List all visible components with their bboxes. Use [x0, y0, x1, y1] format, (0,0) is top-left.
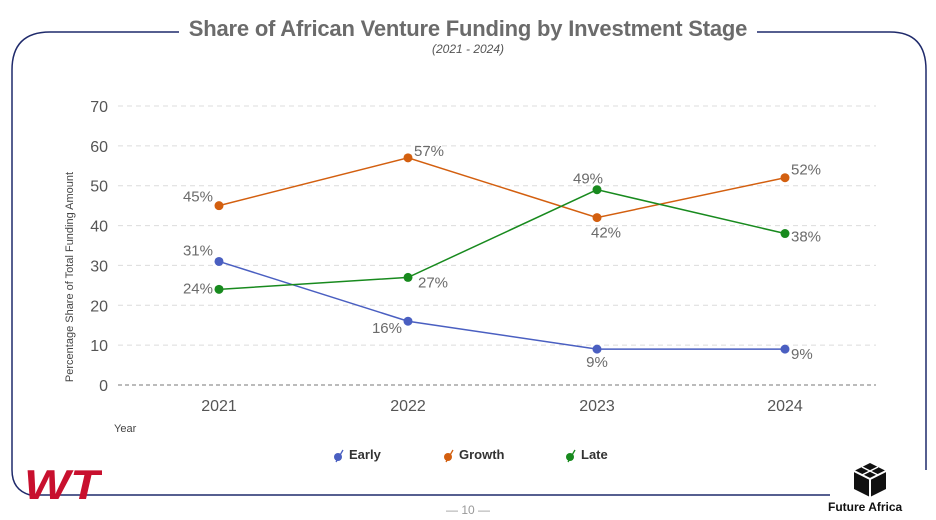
data-point-early-2023: [592, 344, 602, 354]
future-africa-name: Future Africa: [828, 500, 903, 514]
data-label-growth-2023: 42%: [591, 225, 621, 242]
legend-label-early: Early: [349, 447, 381, 462]
data-point-growth-2022: [403, 153, 413, 163]
x-axis-title: Year: [114, 423, 137, 435]
page-number: — 10 —: [445, 503, 490, 517]
data-label-late-2022: 27%: [418, 274, 448, 291]
y-tick-label-60: 60: [90, 139, 108, 156]
legend-swatch-early: [333, 449, 345, 462]
legend-swatch-growth: [443, 449, 455, 462]
frame-border: [11, 31, 830, 496]
future-africa-logo-icon: [853, 463, 887, 497]
legend-item-early[interactable]: Early: [333, 447, 381, 462]
legend-swatch-late: [565, 449, 577, 462]
data-label-early-2022: 16%: [372, 320, 402, 337]
data-point-growth-2023: [592, 213, 602, 223]
data-label-late-2021: 24%: [183, 280, 213, 297]
data-point-early-2022: [403, 316, 413, 326]
data-point-early-2021: [214, 256, 224, 266]
data-label-growth-2022: 57%: [414, 143, 444, 160]
data-label-late-2023: 49%: [573, 171, 603, 188]
series-line-late: [218, 188, 786, 291]
data-point-growth-2021: [214, 201, 224, 211]
series-line-early: [218, 260, 785, 350]
data-label-early-2021: 31%: [183, 242, 213, 259]
data-label-growth-2024: 52%: [791, 162, 821, 179]
data-point-late-2023: [592, 185, 602, 195]
legend-item-late[interactable]: Late: [565, 447, 608, 462]
chart-subtitle: (2021 - 2024): [431, 42, 505, 56]
y-tick-label-0: 0: [99, 378, 108, 395]
series-line-growth: [218, 157, 786, 219]
legend-item-growth[interactable]: Growth: [443, 447, 505, 462]
data-point-late-2022: [403, 272, 413, 282]
y-tick-label-40: 40: [90, 219, 108, 236]
y-tick-label-10: 10: [90, 338, 108, 355]
data-point-growth-2024: [780, 173, 790, 183]
data-label-late-2024: 38%: [791, 229, 821, 246]
data-point-early-2024: [780, 344, 790, 354]
data-point-late-2021: [214, 284, 224, 294]
data-label-growth-2021: 45%: [183, 189, 213, 206]
wt-logo-text: WT: [24, 465, 102, 503]
x-tick-label-2024: 2024: [767, 398, 803, 415]
y-tick-label-30: 30: [90, 258, 108, 275]
legend-label-growth: Growth: [459, 447, 505, 462]
x-tick-label-2023: 2023: [579, 398, 615, 415]
wt-logo: WT: [24, 465, 102, 503]
x-tick-label-2022: 2022: [390, 398, 426, 415]
frame-border-right: [745, 31, 927, 470]
y-tick-label-50: 50: [90, 179, 108, 196]
chart-title: Share of African Venture Funding by Inve…: [178, 16, 758, 41]
chart-title-wrap: Share of African Venture Funding by Inve…: [0, 16, 936, 42]
x-tick-label-2021: 2021: [201, 398, 237, 415]
y-axis-title: Percentage Share of Total Funding Amount: [64, 172, 76, 382]
data-point-late-2024: [780, 229, 790, 239]
data-label-early-2023: 9%: [586, 354, 608, 371]
y-tick-label-70: 70: [90, 99, 108, 116]
data-label-early-2024: 9%: [791, 346, 813, 363]
y-tick-label-20: 20: [90, 298, 108, 315]
legend-label-late: Late: [581, 447, 608, 462]
